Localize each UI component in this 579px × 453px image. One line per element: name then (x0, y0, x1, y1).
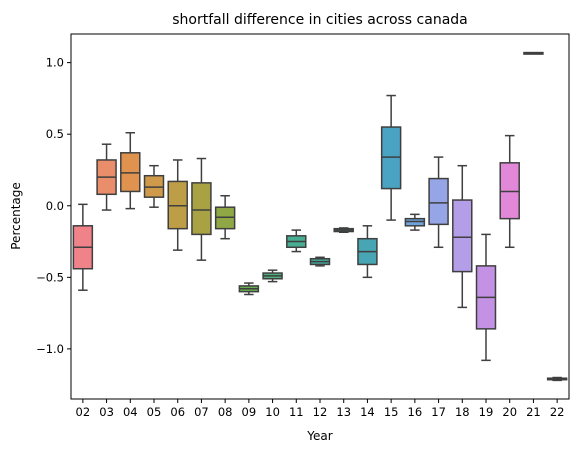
x-tick-label-08: 08 (218, 405, 233, 419)
x-tick-label-17: 17 (431, 405, 446, 419)
y-tick-label: −0.5 (36, 270, 64, 284)
boxes-layer (72, 51, 568, 382)
x-tick-label-04: 04 (123, 405, 138, 419)
box-21 (523, 51, 544, 55)
box-body (452, 199, 473, 273)
x-tick-label-03: 03 (99, 405, 114, 419)
box-14 (357, 225, 378, 279)
y-tick-label: 0.5 (46, 127, 64, 141)
box-06 (167, 159, 188, 251)
box-20 (499, 134, 520, 249)
x-tick-label-10: 10 (265, 405, 280, 419)
box-05 (143, 164, 165, 208)
y-axis-title: Percentage (9, 182, 23, 250)
x-tick-label-22: 22 (550, 405, 565, 419)
plot-frame (70, 33, 570, 400)
x-tick-label-11: 11 (289, 405, 304, 419)
y-axis: −1.0 −0.5 0.0 0.5 1.0 (36, 56, 71, 356)
x-tick-label-05: 05 (147, 405, 162, 419)
x-tick-label-06: 06 (170, 405, 185, 419)
x-tick-label-20: 20 (502, 405, 517, 419)
box-16 (404, 213, 426, 231)
x-tick-label-12: 12 (313, 405, 328, 419)
box-12 (309, 256, 331, 267)
chart-title: shortfall difference in cities across ca… (172, 12, 468, 28)
x-tick-label-21: 21 (526, 405, 541, 419)
x-tick-label-15: 15 (384, 405, 399, 419)
box-02 (72, 203, 94, 291)
box-10 (262, 269, 283, 283)
x-tick-label-13: 13 (336, 405, 351, 419)
x-tick-label-14: 14 (360, 405, 375, 419)
box-07 (191, 157, 212, 261)
box-04 (120, 132, 141, 210)
box-body (428, 177, 449, 226)
x-tick-label-16: 16 (408, 405, 423, 419)
y-tick-label: −1.0 (36, 342, 64, 356)
box-11 (286, 229, 307, 253)
box-13 (333, 227, 354, 233)
x-tick-label-19: 19 (479, 405, 494, 419)
y-tick-label: 1.0 (46, 56, 64, 70)
x-axis-title: Year (306, 429, 332, 443)
x-tick-label-07: 07 (194, 405, 209, 419)
x-tick-label-09: 09 (242, 405, 257, 419)
box-19 (475, 233, 497, 362)
y-tick-label: 0.0 (46, 199, 64, 213)
box-08 (214, 194, 236, 240)
box-03 (96, 143, 117, 211)
box-22 (546, 376, 568, 382)
box-18 (452, 164, 473, 309)
x-tick-label-02: 02 (76, 405, 91, 419)
x-tick-label-18: 18 (455, 405, 470, 419)
box-body (191, 182, 212, 236)
x-axis: 02 03 04 05 06 07 08 09 10 11 12 13 14 15 16 17 18 19 20 21… (76, 399, 565, 419)
box-09 (238, 282, 260, 296)
box-17 (428, 156, 449, 249)
box-15 (380, 94, 402, 221)
